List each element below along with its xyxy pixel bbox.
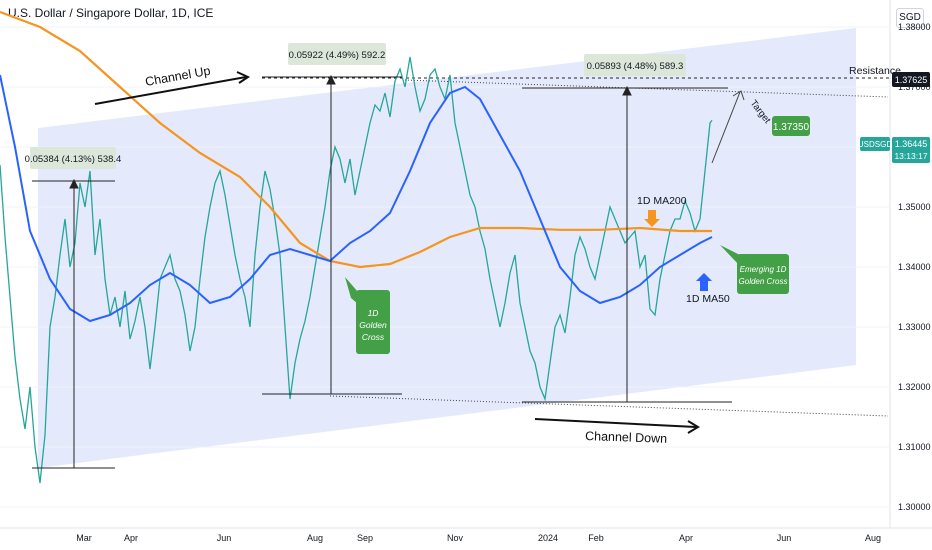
ma50-line	[0, 74, 713, 323]
time-tick: Jun	[217, 533, 232, 543]
price-tick: 1.30000	[898, 502, 931, 512]
target-projection-head	[732, 90, 745, 101]
ma200-arrow-icon	[644, 210, 660, 227]
time-axis: Mar Apr Jun Aug Sep Nov 2024 Feb Apr Jun Aug	[76, 533, 881, 543]
emerging-callout-pointer	[720, 245, 742, 266]
last-price-badge	[892, 137, 930, 163]
measure-tool-1	[32, 178, 115, 469]
grid	[0, 26, 890, 508]
ma200-label: 1D MA200	[637, 195, 687, 207]
time-tick: Feb	[588, 533, 604, 543]
measure-label-box-2	[288, 43, 386, 65]
measure-tool-3	[522, 85, 732, 403]
target-price-box	[772, 116, 810, 136]
target-projection	[711, 91, 741, 164]
time-tick: Jun	[777, 533, 792, 543]
resistance-price-label: 1.37625	[895, 75, 928, 85]
golden-cross-box	[356, 290, 390, 354]
price-line	[0, 56, 713, 484]
time-tick: Sep	[357, 533, 373, 543]
resistance-label: Resistance	[849, 65, 901, 77]
channel-bottom-line	[329, 395, 889, 417]
ma50-arrow-icon	[696, 273, 712, 291]
measure-label-3: 0.05893 (4.48%) 589.3	[587, 61, 684, 72]
emerging-box	[737, 254, 789, 294]
measure-label-box-1	[30, 147, 116, 169]
channel-up-shade	[38, 28, 856, 468]
price-tick: 1.35000	[898, 202, 931, 212]
measure-label-2: 0.05922 (4.49%) 592.2	[289, 50, 386, 61]
golden-cross-line-3: Cross	[362, 332, 385, 342]
price-tick: 1.33000	[898, 322, 931, 332]
channel-top-line	[404, 79, 889, 98]
time-tick: Aug	[865, 533, 881, 543]
time-tick: 2024	[538, 533, 558, 543]
time-tick: Aug	[307, 533, 323, 543]
time-tick: Nov	[447, 533, 464, 543]
symbol-badge	[860, 137, 890, 151]
channel-down-arrowhead	[687, 420, 700, 434]
emerging-line-1: Emerging 1D	[740, 265, 787, 274]
currency-label[interactable]: SGD	[896, 8, 924, 28]
time-tick: Apr	[679, 533, 693, 543]
price-tick: 1.31000	[898, 442, 931, 452]
golden-cross-line-2: Golden	[359, 320, 387, 330]
ma50-label: 1D MA50	[686, 293, 730, 305]
target-price-label: 1.37350	[773, 122, 810, 133]
symbol-label: USDSGD	[858, 140, 892, 149]
measure-tool-2	[262, 74, 402, 395]
channel-up-arrow	[94, 76, 247, 105]
countdown-label: 13:13:17	[894, 151, 927, 161]
emerging-line-2: Golden Cross	[739, 277, 788, 286]
price-tick: 1.34000	[898, 262, 931, 272]
resistance-price-badge	[892, 72, 930, 87]
chart-title: U.S. Dollar / Singapore Dollar, 1D, ICE	[8, 6, 214, 20]
ma200-line	[0, 10, 712, 269]
price-tick: 1.38000	[898, 22, 931, 32]
price-tick: 1.32000	[898, 382, 931, 392]
golden-cross-line-1: 1D	[368, 308, 379, 318]
price-axis: 1.380001.370001.360001.350001.340001.330…	[898, 22, 931, 512]
time-tick: Apr	[124, 533, 138, 543]
channel-down-arrow	[534, 418, 697, 428]
measure-label-box-3	[584, 54, 686, 76]
time-tick: Mar	[76, 533, 92, 543]
measure-label-1: 0.05384 (4.13%) 538.4	[25, 154, 122, 165]
channel-up-arrowhead	[236, 71, 251, 84]
channel-down-label: Channel Down	[585, 429, 667, 446]
last-price-label: 1.36445	[895, 139, 928, 149]
